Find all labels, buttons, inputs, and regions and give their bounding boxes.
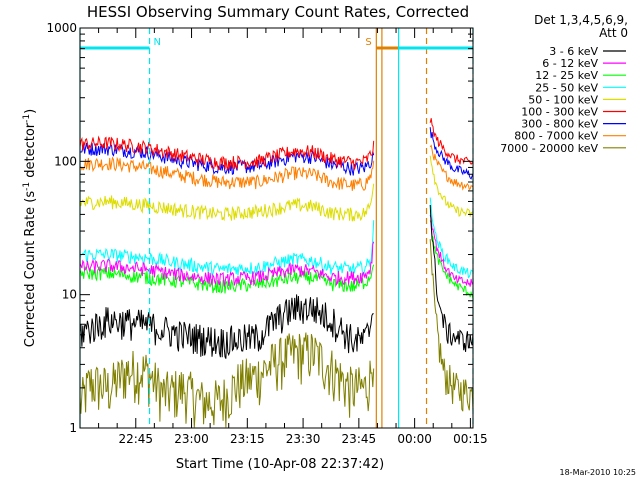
y-axis-label-exponent: -1	[22, 182, 32, 191]
legend-entry-label: 6 - 12 keV	[542, 57, 598, 70]
legend-entry-label: 800 - 7000 keV	[514, 130, 598, 143]
x-tick-label: 23:45	[342, 432, 377, 446]
series-line-7000-20000-kev	[79, 332, 375, 428]
legend-entry-label: 100 - 300 keV	[521, 106, 598, 119]
legend-title-line-1: Det 1,3,4,5,6,9,	[534, 13, 628, 27]
series-line-50-100-kev-after	[429, 155, 474, 217]
x-tick-label: 22:45	[118, 432, 153, 446]
annotation-label-n: N	[154, 37, 161, 48]
timestamp: 18-Mar-2010 10:25	[560, 468, 637, 477]
x-tick-label: 23:30	[286, 432, 321, 446]
legend-entry-label: 12 - 25 keV	[535, 69, 598, 82]
series-line-100-300-kev-after	[429, 118, 474, 165]
y-axis-label-exponent: -1	[22, 114, 32, 123]
x-axis-label: Start Time (10-Apr-08 22:37:42)	[176, 457, 384, 472]
y-axis-label-part: detector	[23, 122, 38, 182]
series-line-50-100-kev	[79, 183, 375, 222]
legend-title-line-2: Att 0	[599, 26, 628, 40]
y-axis-label: Corrected Count Rate (s-1 detector-1)	[22, 109, 38, 347]
y-tick-label: 100	[54, 154, 77, 168]
series-line-12-25-kev-after	[429, 220, 474, 299]
legend-entry-label: 50 - 100 keV	[528, 93, 598, 106]
y-tick-label: 1000	[46, 21, 77, 35]
series-line-800-7000-kev-after	[429, 144, 474, 191]
series-line-3-6-kev	[79, 294, 374, 359]
legend-entry-label: 7000 - 20000 keV	[500, 142, 598, 155]
series-line-25-50-kev	[79, 220, 375, 278]
series-line-12-25-kev	[79, 264, 375, 294]
plot-series	[79, 118, 474, 428]
x-tick-label: 00:00	[397, 432, 432, 446]
series-line-800-7000-kev	[79, 156, 375, 191]
y-tick-label: 10	[62, 288, 77, 302]
series-line-6-12-kev	[79, 241, 375, 287]
series-line-100-300-kev	[79, 135, 375, 172]
y-tick-label: 1	[69, 421, 77, 435]
x-tick-label: 00:15	[453, 432, 488, 446]
y-axis-label-part: )	[23, 109, 38, 114]
chart-title: HESSI Observing Summary Count Rates, Cor…	[87, 3, 469, 21]
legend-entry-label: 3 - 6 keV	[549, 45, 598, 58]
annotation-label-s: S	[365, 37, 371, 48]
series-line-25-50-kev-after	[429, 197, 474, 279]
x-tick-label: 23:00	[174, 432, 209, 446]
series-line-6-12-kev-after	[429, 215, 474, 287]
legend-entry-label: 300 - 800 keV	[521, 118, 598, 131]
plot-frame	[79, 27, 474, 429]
series-line-3-6-kev-after	[429, 204, 474, 352]
x-tick-label: 23:15	[230, 432, 265, 446]
y-axis-label-part: Corrected Count Rate (s	[23, 191, 38, 348]
series-line-7000-20000-kev-after	[429, 239, 474, 412]
legend-entry-label: 25 - 50 keV	[535, 81, 598, 94]
axis-ticks: 1 10 100 1000 22:45 23:00 23:15 23:30 23:45 00:00…	[46, 21, 487, 446]
series-line-300-800-kev-after	[429, 127, 474, 180]
